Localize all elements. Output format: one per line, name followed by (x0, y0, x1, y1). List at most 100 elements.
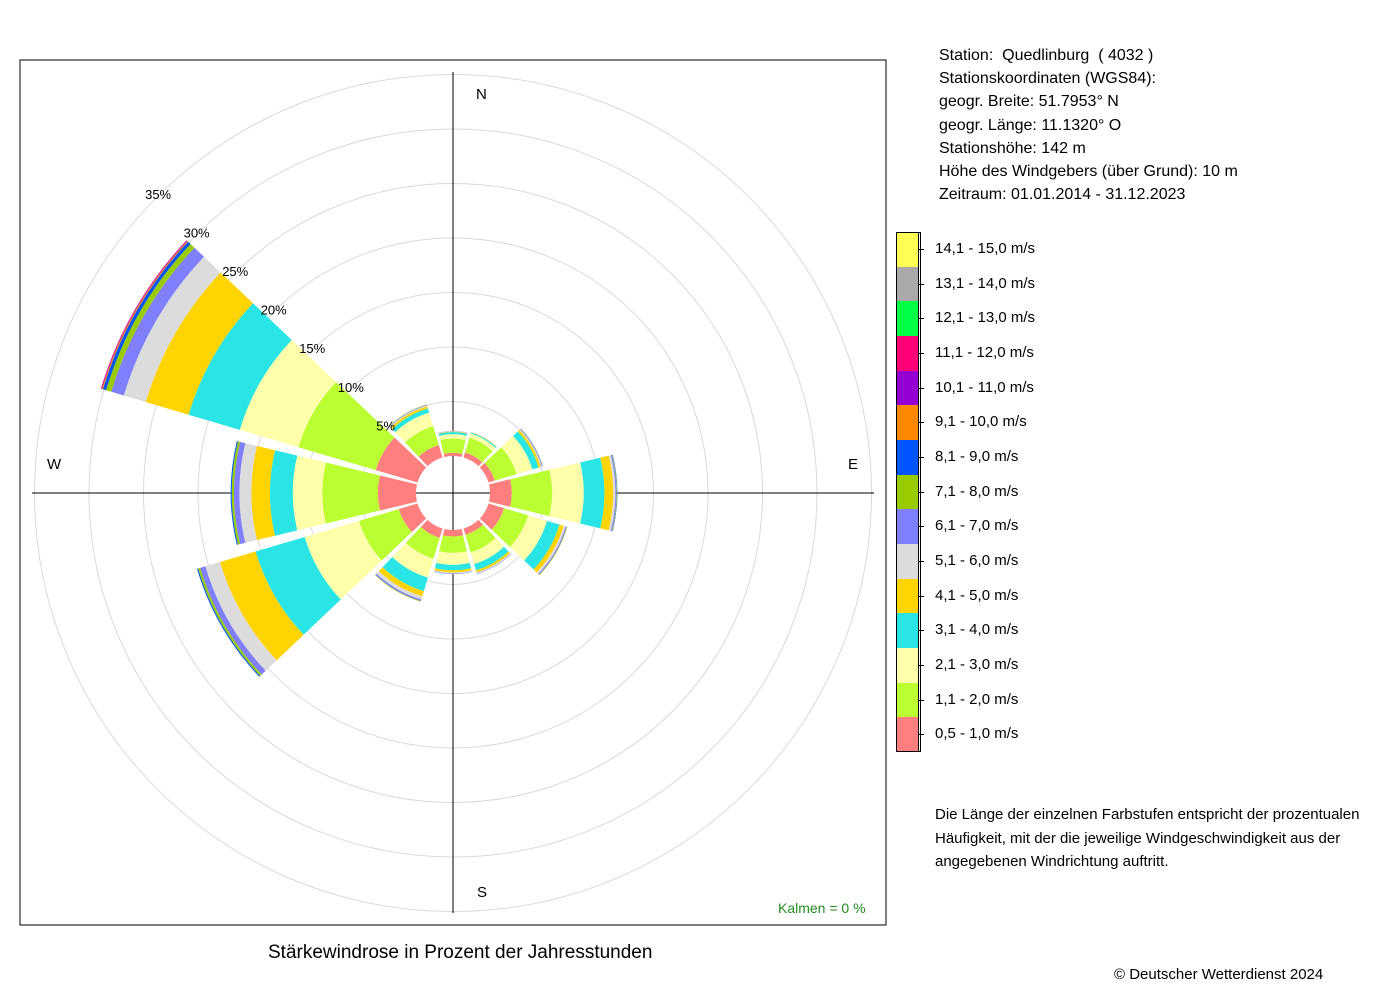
legend-swatch (896, 613, 919, 648)
legend-swatch (896, 335, 919, 371)
copyright-notice: © Deutscher Wetterdienst 2024 (1114, 966, 1324, 983)
legend-label: 9,1 - 10,0 m/s (935, 413, 1027, 431)
legend-item: 2,1 - 3,0 m/s (896, 647, 1136, 683)
sector-90-class-9 (612, 454, 618, 532)
legend-item: 12,1 - 13,0 m/s (896, 301, 1136, 336)
sector-300-class-1 (375, 437, 427, 483)
legend-label: 2,1 - 3,0 m/s (935, 655, 1019, 673)
anemometer-height: Höhe des Windgebers (über Grund): 10 m (939, 163, 1238, 181)
sector-180-class-2 (439, 535, 467, 553)
sector-180-class-1 (442, 528, 464, 537)
legend-swatch (896, 301, 919, 336)
legend-tick (919, 630, 924, 632)
sector-240-class-1 (398, 503, 427, 532)
sector-90-class-8 (611, 454, 617, 532)
station-name: Station: Quedlinburg ( 4032 ) (939, 47, 1154, 64)
sector-270-class-2 (322, 462, 380, 524)
legend-label: 5,1 - 6,0 m/s (935, 551, 1019, 569)
sector-150-class-2 (465, 524, 496, 553)
legend-tick (919, 699, 924, 701)
sector-270-class-4 (269, 450, 298, 536)
legend-label: 10,1 - 11,0 m/s (935, 378, 1034, 396)
sector-210-class-3 (392, 542, 434, 578)
sector-30-class-4 (470, 432, 497, 448)
legend-label: 4,1 - 5,0 m/s (935, 586, 1019, 604)
legend-label: 3,1 - 4,0 m/s (935, 621, 1019, 639)
sector-180-class-4 (434, 562, 472, 571)
legend-swatch (896, 474, 919, 510)
sector-210-class-2 (405, 526, 440, 559)
sector-150-class-1 (463, 519, 483, 535)
legend-swatch (896, 232, 919, 267)
sector-210-class-6 (376, 571, 423, 600)
legend-label: 6,1 - 7,0 m/s (935, 517, 1019, 535)
station-latitude: geogr. Breite: 51.7953° N (939, 93, 1119, 111)
sector-270-class-5 (251, 445, 275, 541)
sector-240-class-5 (220, 551, 304, 661)
explanation-note: Die Länge der einzelnen Farbstufen entsp… (935, 806, 1360, 870)
ring-label-25: 25% (222, 264, 248, 279)
legend-label: 7,1 - 8,0 m/s (935, 482, 1019, 500)
legend-item: 11,1 - 12,0 m/s (896, 335, 1136, 371)
sector-90-class-2 (510, 469, 553, 517)
legend-swatch (896, 439, 919, 475)
sector-180-class-5 (434, 568, 472, 573)
station-longitude: geogr. Länge: 11.1320° O (939, 116, 1122, 134)
sector-90-class-1 (488, 479, 512, 507)
legend-label: 0,5 - 1,0 m/s (935, 725, 1019, 743)
sector-150-class-3 (470, 538, 504, 565)
sector-300-class-7 (111, 247, 204, 396)
sector-240-class-4 (255, 536, 341, 635)
legend-swatch (896, 647, 919, 683)
legend-item: 7,1 - 8,0 m/s (896, 474, 1136, 510)
sector-60-class-3 (501, 436, 533, 475)
sector-60-class-6 (519, 429, 542, 468)
sector-120-class-2 (491, 508, 529, 547)
legend-label: 8,1 - 9,0 m/s (935, 447, 1019, 465)
sector-210-class-1 (420, 519, 443, 538)
legend-tick (919, 456, 924, 458)
sector-180-class-7 (434, 571, 472, 575)
legend-item: 13,1 - 14,0 m/s (896, 266, 1136, 302)
compass-n-label: N (476, 86, 487, 103)
station-coordinates-title: Stationskoordinaten (WGS84): (939, 70, 1156, 88)
ring-label-30: 30% (184, 226, 210, 241)
sector-300-class-4 (188, 303, 292, 430)
legend-swatch (896, 266, 919, 302)
sector-300-class-6 (123, 256, 221, 402)
legend-item: 9,1 - 10,0 m/s (896, 405, 1136, 440)
sector-90-class-6 (608, 455, 616, 531)
legend-swatch (896, 509, 919, 544)
ring-labels: 5% 10% 15% 20% 25% 30% 35% (145, 187, 395, 433)
legend-label: 12,1 - 13,0 m/s (935, 309, 1036, 327)
sector-0-class-5 (438, 431, 468, 434)
sector-150-class-6 (476, 553, 511, 574)
sector-0-class-1 (443, 452, 463, 458)
legend-tick (919, 387, 924, 389)
sector-0-class-3 (439, 434, 467, 441)
legend-item: 4,1 - 5,0 m/s (896, 578, 1136, 614)
chart-caption: Stärkewindrose in Prozent der Jahresstun… (268, 942, 653, 963)
sector-300-class-5 (145, 272, 254, 415)
sector-330-class-2 (405, 426, 439, 457)
legend-swatch (896, 682, 919, 718)
sector-0-class-6 (438, 431, 468, 434)
legend-item: 0,5 - 1,0 m/s (896, 717, 1136, 752)
legend-item: 8,1 - 9,0 m/s (896, 439, 1136, 475)
sector-210-class-4 (382, 557, 428, 592)
legend-tick (919, 595, 924, 597)
legend-item: 6,1 - 7,0 m/s (896, 509, 1136, 544)
legend-tick (919, 491, 924, 493)
sector-150-class-4 (474, 546, 509, 571)
legend-label: 13,1 - 14,0 m/s (935, 274, 1036, 292)
sector-90-class-3 (549, 462, 584, 524)
sector-240-class-7 (200, 566, 266, 675)
legend-item: 5,1 - 6,0 m/s (896, 543, 1136, 579)
legend-item: 3,1 - 4,0 m/s (896, 613, 1136, 648)
sector-240-class-6 (205, 562, 277, 671)
legend-tick (919, 249, 924, 250)
sector-60-class-4 (513, 431, 539, 470)
sector-330-class-6 (390, 405, 428, 428)
legend-tick (919, 283, 924, 285)
sector-270-class-3 (292, 455, 326, 531)
